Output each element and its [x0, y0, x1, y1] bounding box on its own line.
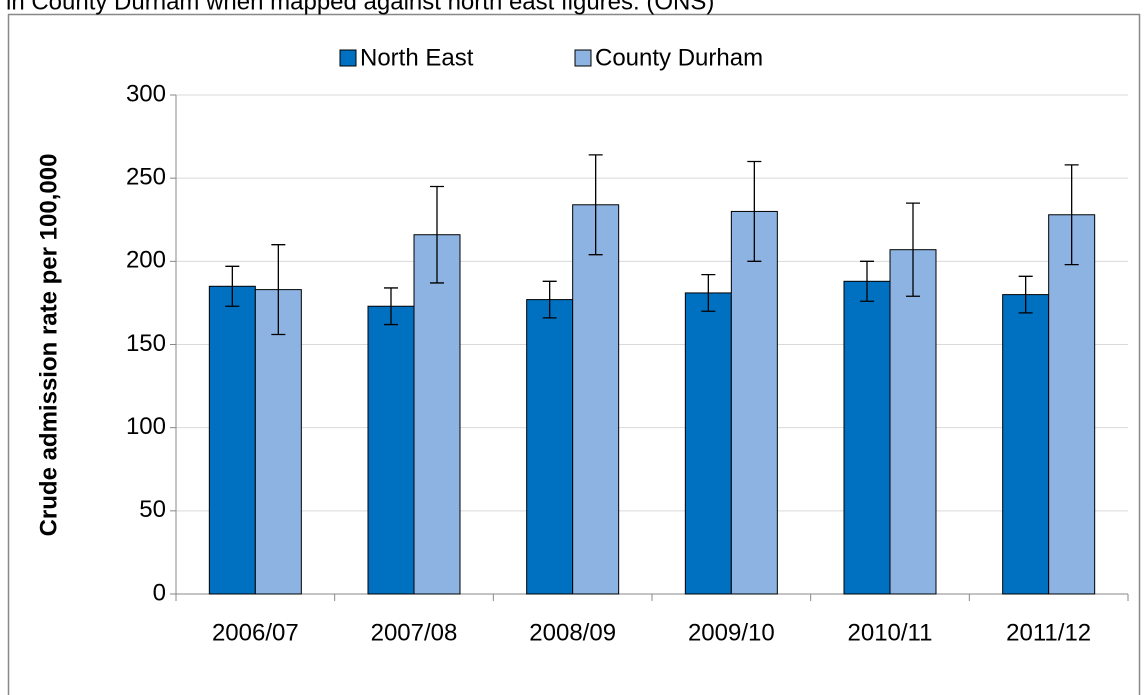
legend-swatch — [339, 49, 357, 67]
y-tick-label: 0 — [153, 579, 166, 606]
error-bar — [701, 273, 716, 312]
error-bar — [542, 280, 557, 319]
legend-label: North East — [360, 44, 474, 71]
bar — [1048, 214, 1096, 595]
bar — [843, 280, 891, 595]
error-bar — [906, 202, 920, 297]
y-tick-label: 100 — [126, 413, 166, 440]
y-tick-label: 250 — [126, 164, 166, 191]
bar — [208, 285, 256, 595]
bar — [889, 249, 937, 595]
bar — [367, 305, 415, 595]
bar — [684, 292, 732, 595]
bar — [572, 204, 620, 595]
legend-label: County Durham — [595, 44, 763, 71]
x-tick-label: 2007/08 — [371, 619, 458, 646]
error-bar — [271, 244, 286, 336]
x-tick-label: 2010/11 — [848, 619, 933, 646]
error-bar — [1064, 164, 1079, 266]
legend-swatch — [574, 49, 592, 67]
x-tick-label: 2011/12 — [1006, 619, 1091, 646]
y-tick-label: 300 — [126, 80, 166, 107]
y-axis-label: Crude admission rate per 100,000 — [35, 154, 62, 537]
x-tick-label: 2008/09 — [529, 619, 616, 646]
bar — [413, 234, 461, 595]
y-tick-label: 50 — [139, 496, 166, 523]
y-tick-label: 150 — [126, 330, 166, 357]
error-bar — [1018, 275, 1033, 314]
bar — [730, 210, 778, 595]
bar — [526, 299, 574, 595]
error-bar — [747, 160, 762, 262]
error-bar — [430, 185, 444, 284]
error-bar — [860, 260, 874, 302]
caption: in County Durham when mapped against nor… — [6, 0, 714, 15]
error-bar — [588, 154, 603, 256]
bar — [254, 289, 302, 595]
y-tick-label: 200 — [126, 247, 166, 274]
error-bar — [384, 287, 398, 326]
error-bar — [225, 265, 240, 307]
x-tick-label: 2006/07 — [212, 619, 299, 646]
bar — [1002, 294, 1050, 595]
x-tick-label: 2009/10 — [688, 619, 775, 646]
